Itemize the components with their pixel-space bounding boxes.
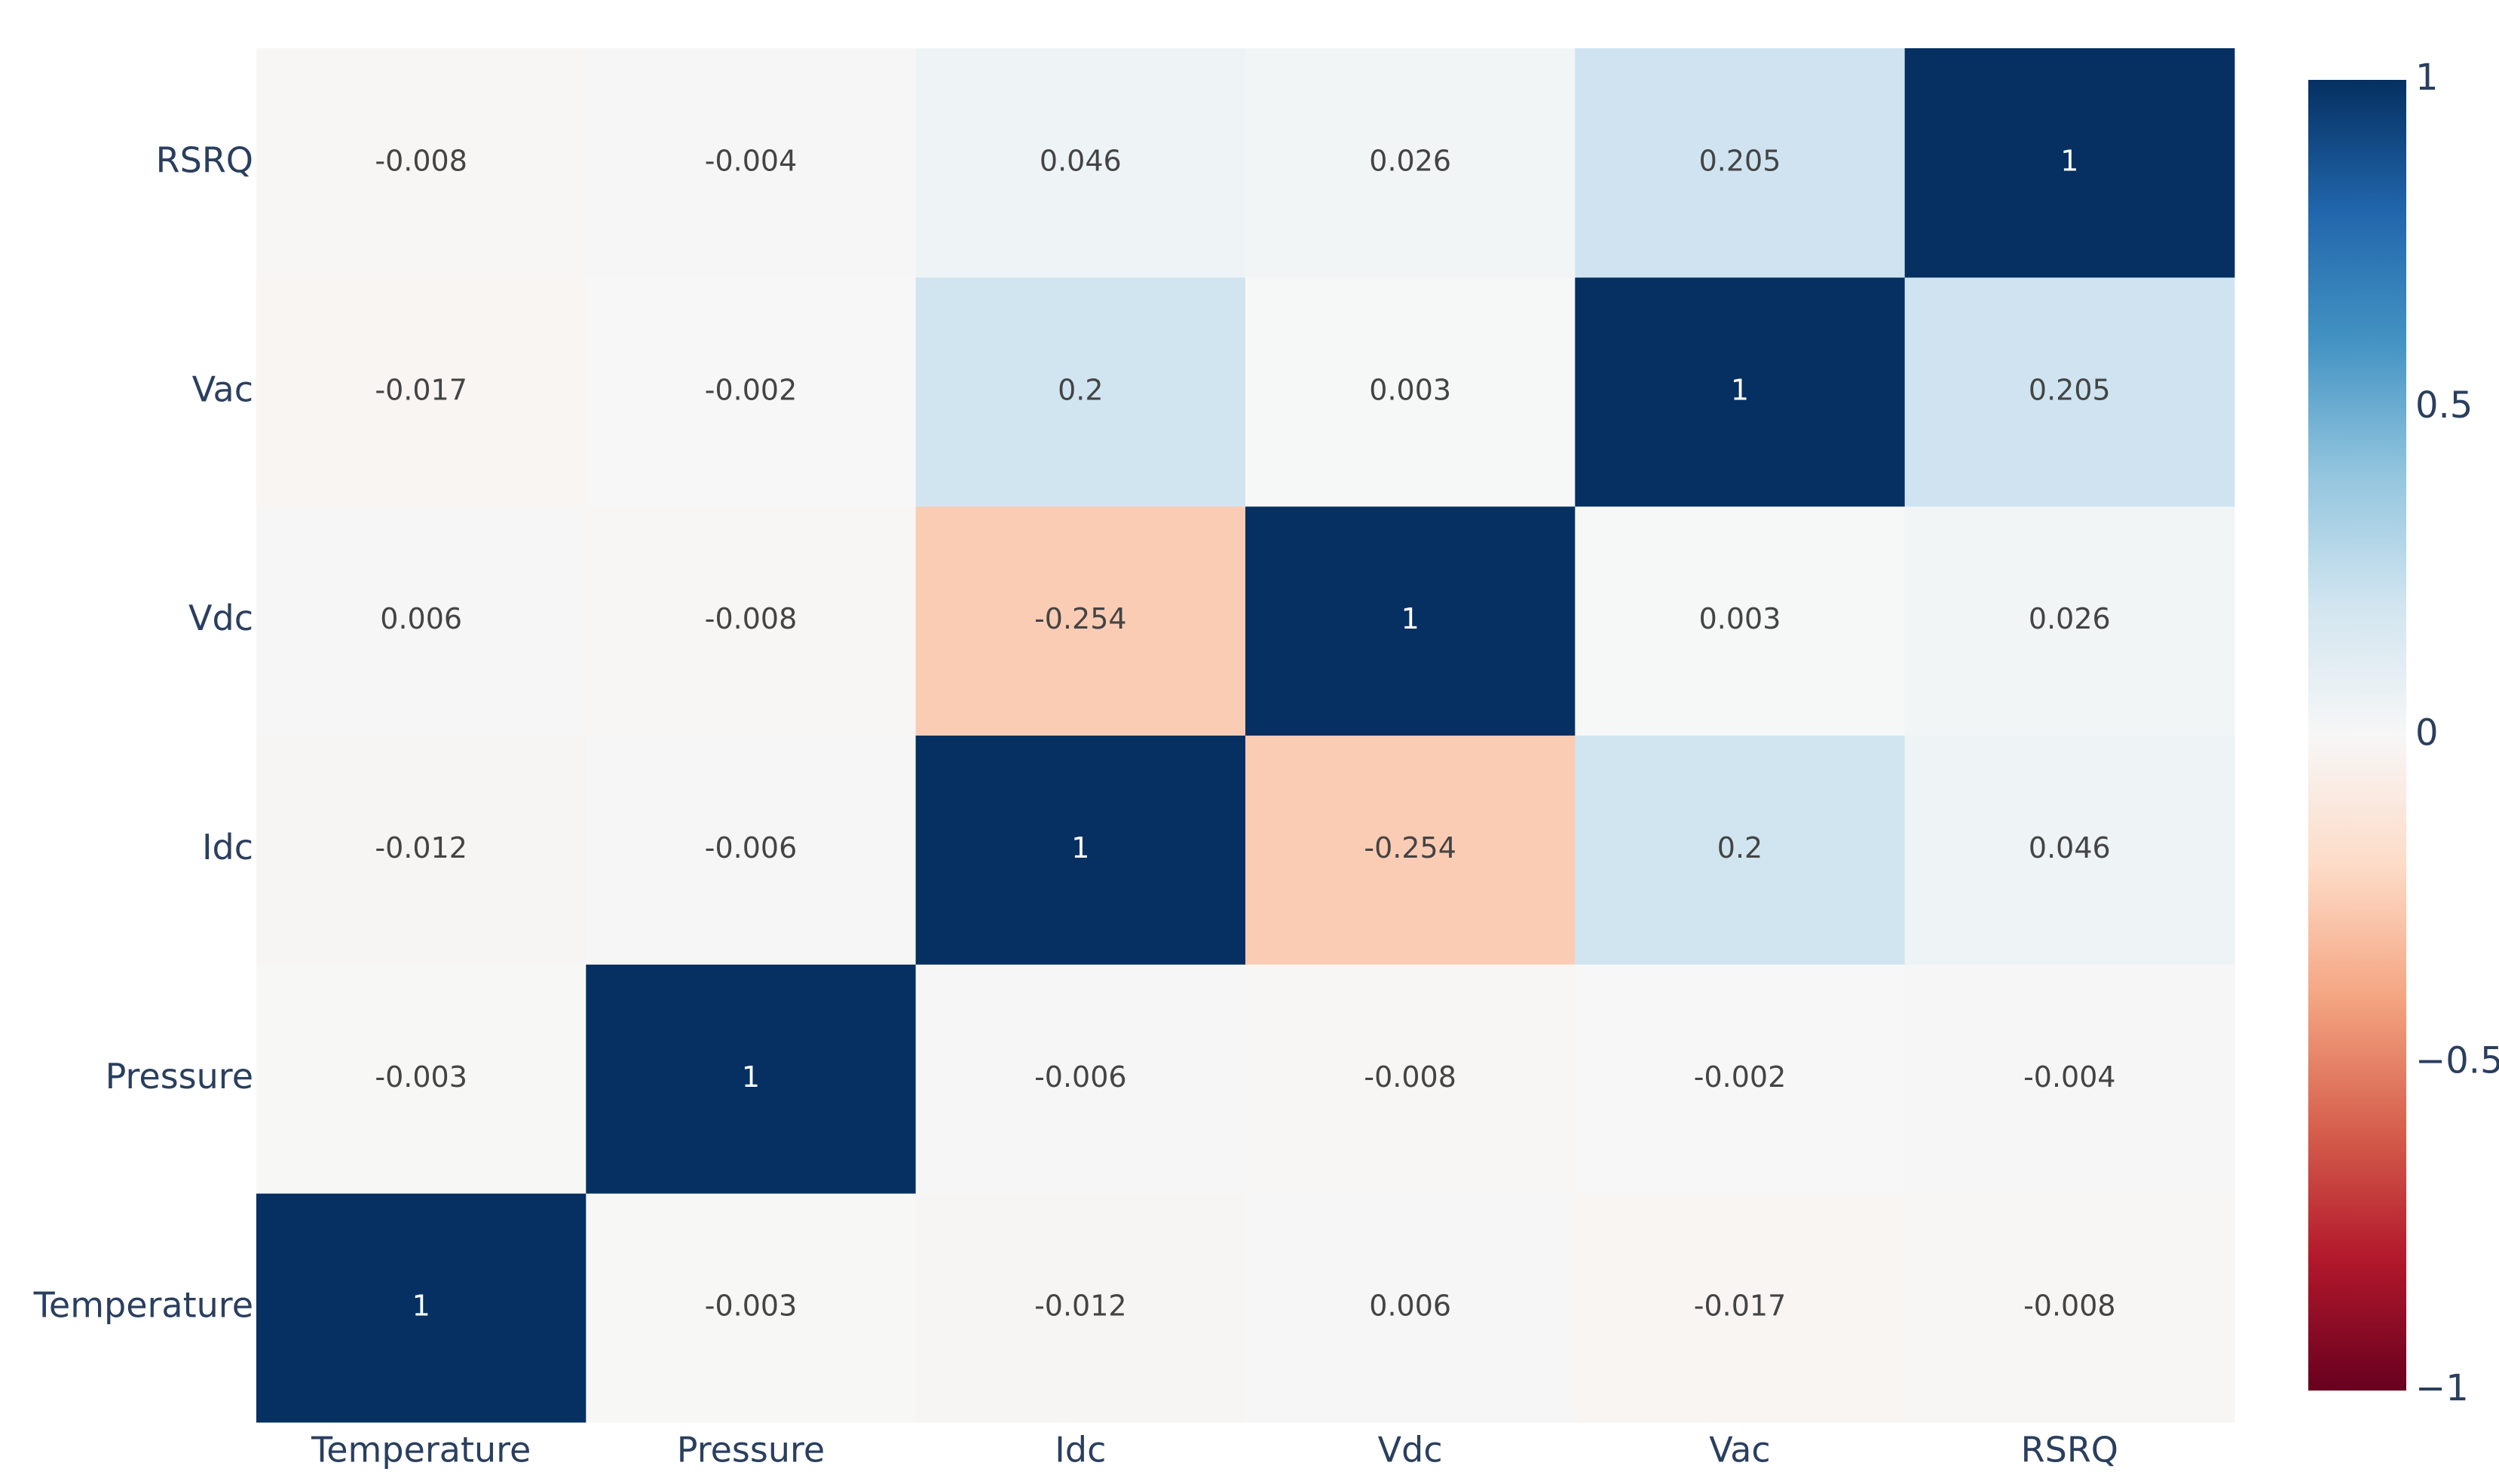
heatmap-cell: [1245, 277, 1576, 507]
cell-label: -0.002: [1694, 1060, 1787, 1094]
cell-label: 0.006: [380, 602, 462, 635]
heatmap-cell: [586, 1193, 917, 1423]
heatmap-cell: [1575, 277, 1906, 507]
heatmap-cell: [586, 964, 917, 1194]
cell-label: 0.006: [1369, 1290, 1451, 1323]
heatmap-cell: [256, 1193, 586, 1423]
heatmap-cell: [256, 506, 586, 736]
cell-label: 0.205: [1699, 144, 1781, 177]
cell-label: -0.008: [2023, 1290, 2116, 1323]
cell-label: -0.008: [1364, 1060, 1456, 1094]
y-tick-label: RSRQ: [156, 139, 253, 180]
cell-label: -0.254: [1034, 602, 1127, 635]
x-tick-label: Vdc: [1378, 1430, 1443, 1470]
x-tick-label: Pressure: [677, 1430, 825, 1470]
heatmap-cell: [586, 277, 917, 507]
heatmap-cell: [915, 1193, 1246, 1423]
heatmap-cell: [915, 277, 1246, 507]
heatmap-cell: [1904, 48, 2235, 278]
heatmap-cell: [1245, 48, 1576, 278]
y-tick-label: Vdc: [188, 598, 253, 638]
cell-label: 0.003: [1369, 373, 1451, 406]
cell-label: 0.2: [1717, 831, 1762, 864]
heatmap-cell: [1904, 1193, 2235, 1423]
x-tick-label: Idc: [1055, 1430, 1106, 1470]
heatmap-cell: [1575, 735, 1906, 965]
cell-label: -0.012: [375, 831, 467, 864]
y-tick-label: Pressure: [106, 1056, 253, 1097]
cell-label: 0.046: [2029, 831, 2111, 864]
heatmap-cell: [1904, 735, 2235, 965]
cell-label: -0.003: [705, 1290, 798, 1323]
cell-label: 1: [742, 1060, 760, 1094]
heatmap-cell: [256, 735, 586, 965]
cell-label: 1: [1731, 373, 1749, 406]
cell-label: -0.006: [705, 831, 798, 864]
y-tick-label: Idc: [202, 827, 253, 867]
colorbar-tick-label: 0.5: [2415, 384, 2473, 427]
cell-label: 0.2: [1058, 373, 1103, 406]
cell-label: -0.004: [2023, 1060, 2116, 1094]
cell-label: 0.205: [2029, 373, 2111, 406]
cell-label: -0.004: [705, 144, 798, 177]
cell-label: -0.017: [1694, 1290, 1787, 1323]
cell-label: -0.012: [1034, 1290, 1127, 1323]
heatmap-cell: [256, 964, 586, 1194]
heatmap-cell: [1245, 964, 1576, 1194]
heatmap-cell: [1904, 964, 2235, 1194]
cell-label: -0.008: [705, 602, 798, 635]
cell-label: 0.026: [1369, 144, 1451, 177]
cell-label: 0.046: [1040, 144, 1122, 177]
cell-label: 0.026: [2029, 602, 2111, 635]
heatmap-cell: [1575, 48, 1906, 278]
cell-label: -0.003: [375, 1060, 467, 1094]
colorbar-tick-label: 1: [2415, 57, 2439, 99]
heatmap-cell: [915, 506, 1246, 736]
cell-label: 1: [1401, 602, 1419, 635]
cell-label: -0.006: [1034, 1060, 1127, 1094]
heatmap-cell: [1245, 735, 1576, 965]
heatmap-cell: [915, 964, 1246, 1194]
heatmap-cell: [1245, 506, 1576, 736]
cell-label: 1: [412, 1290, 430, 1323]
heatmap-cell: [256, 277, 586, 507]
heatmap-cell: [1575, 964, 1906, 1194]
heatmap-cell: [1245, 1193, 1576, 1423]
heatmap-cell: [586, 735, 917, 965]
colorbar-tick-label: −1: [2415, 1367, 2469, 1409]
cell-label: -0.254: [1364, 831, 1456, 864]
cell-label: -0.008: [375, 144, 467, 177]
cell-label: 1: [1071, 831, 1089, 864]
cell-label: -0.017: [375, 373, 467, 406]
heatmap-cell: [586, 48, 917, 278]
x-tick-label: Temperature: [311, 1430, 531, 1470]
y-tick-label: Vac: [192, 369, 253, 409]
x-tick-label: RSRQ: [2021, 1430, 2118, 1470]
x-tick-label: Vac: [1709, 1430, 1770, 1470]
cell-label: -0.002: [705, 373, 798, 406]
heatmap-cell: [256, 48, 586, 278]
heatmap-cell: [586, 506, 917, 736]
cell-label: 1: [2060, 144, 2078, 177]
heatmap-cell: [1575, 1193, 1906, 1423]
heatmap-cell: [1904, 277, 2235, 507]
heatmap-cell: [915, 48, 1246, 278]
colorbar-tick-label: 0: [2415, 712, 2439, 754]
y-tick-label: Temperature: [33, 1285, 253, 1326]
heatmap-cell: [1904, 506, 2235, 736]
cell-label: 0.003: [1699, 602, 1781, 635]
heatmap-cell: [915, 735, 1246, 965]
colorbar: [2308, 80, 2406, 1391]
colorbar-tick-label: −0.5: [2415, 1039, 2499, 1082]
heatmap-cell: [1575, 506, 1906, 736]
